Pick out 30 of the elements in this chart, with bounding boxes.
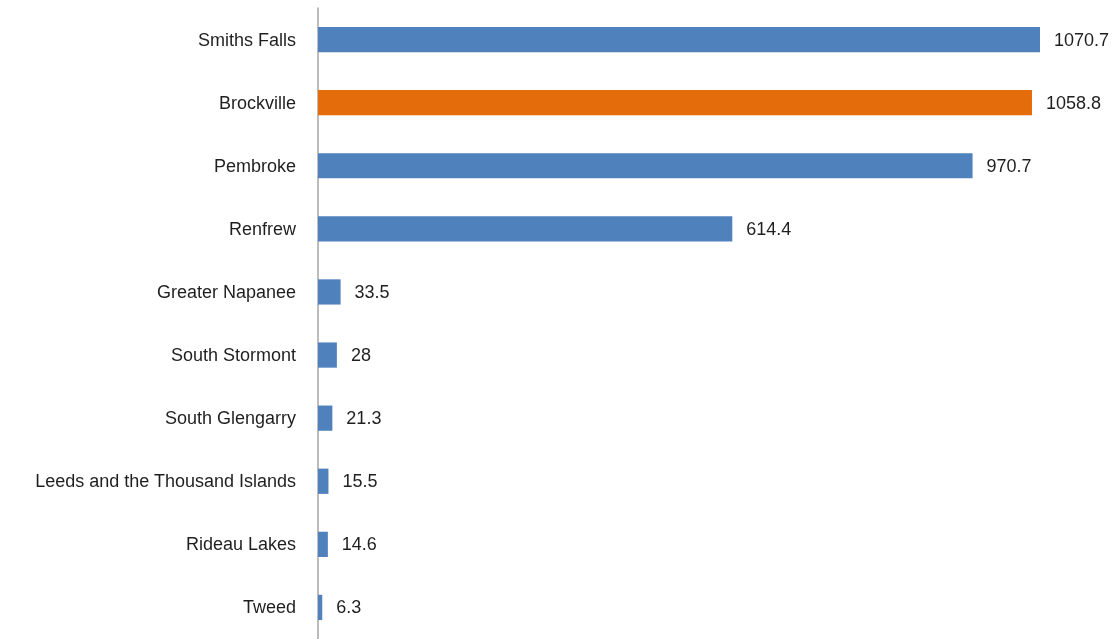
y-tick-label: Pembroke — [213, 155, 296, 176]
y-tick-label: South Glengarry — [164, 408, 296, 429]
data-label: 33.5 — [354, 281, 390, 302]
data-label: 28 — [350, 345, 371, 366]
bar — [318, 594, 323, 621]
data-label: 6.3 — [336, 597, 362, 618]
y-tick-label: Brockville — [218, 92, 296, 113]
data-label: 614.4 — [746, 218, 792, 239]
data-label: 15.5 — [342, 471, 378, 492]
data-label: 14.6 — [341, 534, 377, 555]
bar — [318, 153, 973, 179]
data-label: 21.3 — [346, 408, 382, 429]
data-label: 1070.7 — [1054, 29, 1110, 50]
y-tick-label: South Stormont — [170, 345, 296, 366]
y-tick-label: Leeds and the Thousand Islands — [35, 471, 296, 492]
y-tick-label: Smiths Falls — [197, 29, 296, 50]
bar — [318, 90, 1032, 116]
y-tick-label: Tweed — [242, 597, 296, 618]
bar — [318, 216, 733, 242]
data-label: 970.7 — [986, 155, 1032, 176]
bar — [318, 26, 1040, 53]
bar — [318, 468, 329, 494]
data-label: 1058.8 — [1045, 92, 1102, 113]
y-tick-label: Rideau Lakes — [185, 534, 296, 555]
bar — [318, 342, 337, 368]
bar — [318, 531, 328, 557]
bar — [318, 405, 333, 431]
y-tick-label: Greater Napanee — [156, 281, 296, 302]
bar — [318, 279, 341, 305]
y-tick-label: Renfrew — [228, 218, 297, 239]
